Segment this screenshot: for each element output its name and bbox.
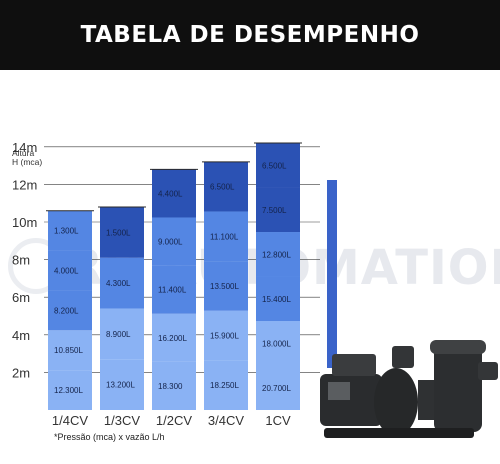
- bar-data-label: 4.300L: [106, 279, 131, 288]
- pump-image: [320, 340, 498, 438]
- bar-segment: [152, 361, 196, 410]
- bar-data-label: 16.200L: [158, 334, 187, 343]
- bar-data-label: 10.850L: [54, 346, 83, 355]
- side-accent-bar: [327, 180, 337, 368]
- bar-data-label: 18.000L: [262, 339, 291, 348]
- bar-data-label: 6.500L: [262, 161, 287, 170]
- y-tick-label: 14m: [12, 140, 37, 155]
- footnote: *Pressão (mca) x vazão L/h: [54, 432, 165, 442]
- bar-segment: [256, 276, 300, 322]
- y-tick-label: 10m: [12, 215, 37, 230]
- bar-segment: [256, 365, 300, 410]
- y-tick-label: 2m: [12, 365, 30, 380]
- bar-segment: [204, 360, 248, 410]
- bar-segment: [152, 265, 196, 314]
- bar-data-label: 1.500L: [106, 228, 131, 237]
- y-axis-title-unit: H (mca): [12, 157, 42, 167]
- pump-connector: [418, 380, 436, 420]
- x-tick-label: 1/4CV: [52, 413, 88, 428]
- bar-data-label: 8.200L: [54, 306, 79, 315]
- bar-segment: [100, 359, 144, 410]
- x-tick-label: 3/4CV: [208, 413, 244, 428]
- bar-segment: [256, 321, 300, 366]
- y-tick-label: 6m: [12, 290, 30, 305]
- x-tick-label: 1CV: [265, 413, 291, 428]
- bar-segment: [48, 250, 92, 291]
- pump-label-plate: [328, 382, 350, 400]
- pump-outlet: [392, 346, 414, 368]
- bar-data-label: 1.300L: [54, 227, 79, 236]
- bar-data-label: 20.700L: [262, 384, 291, 393]
- bar-data-label: 13.200L: [106, 381, 135, 390]
- bar-data-label: 12.300L: [54, 386, 83, 395]
- bar-data-label: 12.800L: [262, 250, 291, 259]
- bar-data-label: 6.500L: [210, 183, 235, 192]
- bar-segment: [100, 206, 144, 258]
- bar-data-label: 15.400L: [262, 295, 291, 304]
- bar-data-label: 8.900L: [106, 330, 131, 339]
- bar-segment: [48, 210, 92, 251]
- y-axis-title: Altura: [12, 148, 34, 158]
- bar-segment: [100, 308, 144, 360]
- bar-data-label: 4.400L: [158, 189, 183, 198]
- y-tick-label: 12m: [12, 177, 37, 192]
- bar-segment: [152, 313, 196, 362]
- bar-segment: [256, 232, 300, 277]
- pump-strainer: [434, 346, 482, 432]
- bar-segment: [256, 143, 300, 188]
- bar-segment: [48, 330, 92, 371]
- bar-data-label: 11.400L: [158, 286, 187, 295]
- bar-data-label: 15.900L: [210, 332, 239, 341]
- bar-segment: [100, 257, 144, 309]
- pump-inlet: [478, 362, 498, 380]
- y-tick-label: 8m: [12, 253, 30, 268]
- bar-segment: [256, 187, 300, 233]
- bar-segment: [48, 370, 92, 410]
- bar-segment: [204, 310, 248, 361]
- pump-volute: [374, 368, 418, 436]
- x-tick-label: 1/3CV: [104, 413, 140, 428]
- y-tick-label: 4m: [12, 328, 30, 343]
- bar-data-label: 11.100L: [210, 232, 239, 241]
- bar-data-label: 18.300: [158, 382, 183, 391]
- bar-data-label: 18.250L: [210, 381, 239, 390]
- pump-strainer-lid: [430, 340, 486, 354]
- bar-data-label: 13.500L: [210, 282, 239, 291]
- bar-segment: [152, 169, 196, 218]
- bar-data-label: 4.000L: [54, 267, 79, 276]
- pump-terminal-box: [332, 354, 376, 376]
- bar-data-label: 7.500L: [262, 206, 287, 215]
- bar-segment: [204, 161, 248, 212]
- bar-segment: [204, 211, 248, 262]
- bar-segment: [48, 290, 92, 331]
- bar-segment: [204, 261, 248, 311]
- page-title: TABELA DE DESEMPENHO: [80, 22, 420, 48]
- bar-data-label: 9.000L: [158, 238, 183, 247]
- pump-base: [324, 428, 474, 438]
- x-tick-label: 1/2CV: [156, 413, 192, 428]
- header-bar: TABELA DE DESEMPENHO: [0, 0, 500, 70]
- bar-segment: [152, 217, 196, 266]
